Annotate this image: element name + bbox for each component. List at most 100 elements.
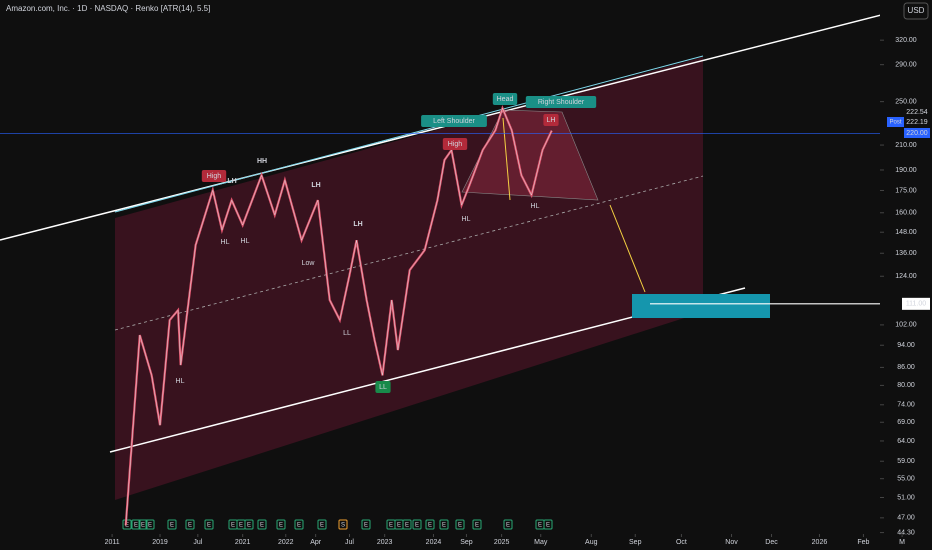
event-label: E	[364, 523, 368, 529]
currency-button[interactable]	[903, 2, 929, 20]
y-tick-label: 51.00	[897, 494, 915, 501]
event-marker	[257, 519, 267, 530]
annotation: LL	[343, 330, 351, 337]
swing-line	[125, 107, 552, 526]
mid-channel	[114, 175, 704, 331]
annotation: LH	[227, 178, 236, 185]
annotation-box	[421, 115, 487, 127]
x-tick-label: Nov	[725, 539, 738, 546]
annotation-box	[201, 170, 227, 182]
x-tick-label: Jul	[193, 539, 202, 546]
head-shoulders	[461, 109, 599, 201]
target-label: 111.00	[906, 301, 926, 308]
event-label: E	[397, 523, 401, 529]
price-tag-label: 220.00	[906, 130, 928, 137]
event-label: E	[506, 523, 510, 529]
event-label: S	[341, 523, 345, 529]
y-tick-label: 102.00	[895, 322, 917, 329]
price-tag	[904, 117, 930, 127]
event-label: E	[279, 523, 283, 529]
event-label: E	[247, 523, 251, 529]
event-label: E	[125, 523, 129, 529]
event-marker	[131, 519, 141, 530]
y-tick-label: 290.00	[895, 62, 917, 69]
annotation: LH	[353, 221, 362, 228]
y-tick-label: 124.00	[895, 273, 917, 280]
x-tick-label: 2024	[426, 539, 442, 546]
annotation-box	[492, 93, 518, 105]
y-tick-label: 190.00	[895, 167, 917, 174]
event-marker	[455, 519, 465, 530]
annotation: High	[207, 173, 222, 180]
annotation: Left Shoulder	[433, 118, 475, 125]
y-tick-label: 55.00	[897, 476, 915, 483]
event-marker	[361, 519, 371, 530]
event-label: E	[428, 523, 432, 529]
event-label: E	[260, 523, 264, 529]
event-marker	[145, 519, 155, 530]
event-label: E	[231, 523, 235, 529]
price-tag-label: 222.54	[906, 109, 928, 116]
event-label: E	[297, 523, 301, 529]
event-marker	[543, 519, 553, 530]
event-label: E	[188, 523, 192, 529]
price-axis	[880, 0, 932, 550]
event-label: E	[442, 523, 446, 529]
x-tick-label: Jul	[345, 539, 354, 546]
y-tick-label: 80.00	[897, 382, 915, 389]
price-tag-label: 222.19	[906, 119, 928, 126]
event-label: E	[546, 523, 550, 529]
y-tick-label: 59.00	[897, 458, 915, 465]
x-tick-label: Oct	[676, 539, 687, 546]
event-label: E	[141, 523, 145, 529]
x-tick-label: 2023	[377, 539, 393, 546]
y-tick-label: 74.00	[897, 402, 915, 409]
event-label: E	[475, 523, 479, 529]
x-tick-label: 2025	[494, 539, 510, 546]
event-marker	[439, 519, 449, 530]
event-label: E	[458, 523, 462, 529]
event-marker	[185, 519, 195, 530]
annotation-box	[543, 114, 559, 126]
annotation: HH	[257, 158, 267, 165]
x-tick-label: Apr	[310, 539, 322, 546]
y-tick-label: 210.00	[895, 142, 917, 149]
chart-title: Amazon.com, Inc. · 1D · NASDAQ · Renko […	[6, 4, 210, 13]
event-marker	[167, 519, 177, 530]
x-tick-label: 2026	[812, 539, 828, 546]
x-tick-label: Feb	[857, 539, 869, 546]
x-tick-label: 2022	[278, 539, 294, 546]
y-tick-label: 64.00	[897, 438, 915, 445]
event-marker	[244, 519, 254, 530]
annotation: Right Shoulder	[538, 99, 585, 106]
annotation: High	[448, 141, 463, 148]
price-tag	[904, 107, 930, 117]
event-marker	[138, 519, 148, 530]
x-tick-label: M	[899, 539, 905, 546]
y-tick-label: 94.00	[897, 342, 915, 349]
x-tick-label: 2019	[152, 539, 168, 546]
y-tick-label: 47.00	[897, 515, 915, 522]
currency[interactable]: USD	[908, 6, 925, 15]
annotation: HL	[462, 216, 471, 223]
event-label: E	[405, 523, 409, 529]
event-label: E	[239, 523, 243, 529]
annotation-box	[525, 96, 597, 108]
event-marker	[503, 519, 513, 530]
event-label: E	[538, 523, 542, 529]
x-tick-label: Dec	[765, 539, 778, 546]
event-label: E	[389, 523, 393, 529]
y-tick-label: 136.00	[895, 250, 917, 257]
annotation: LL	[379, 384, 387, 391]
event-label: E	[148, 523, 152, 529]
event-marker	[276, 519, 286, 530]
event-marker	[472, 519, 482, 530]
event-marker	[317, 519, 327, 530]
event-marker	[338, 519, 348, 530]
annotation: Head	[497, 96, 514, 103]
annotation: HL	[241, 238, 250, 245]
x-tick-label: 2021	[235, 539, 251, 546]
event-label: E	[415, 523, 419, 529]
